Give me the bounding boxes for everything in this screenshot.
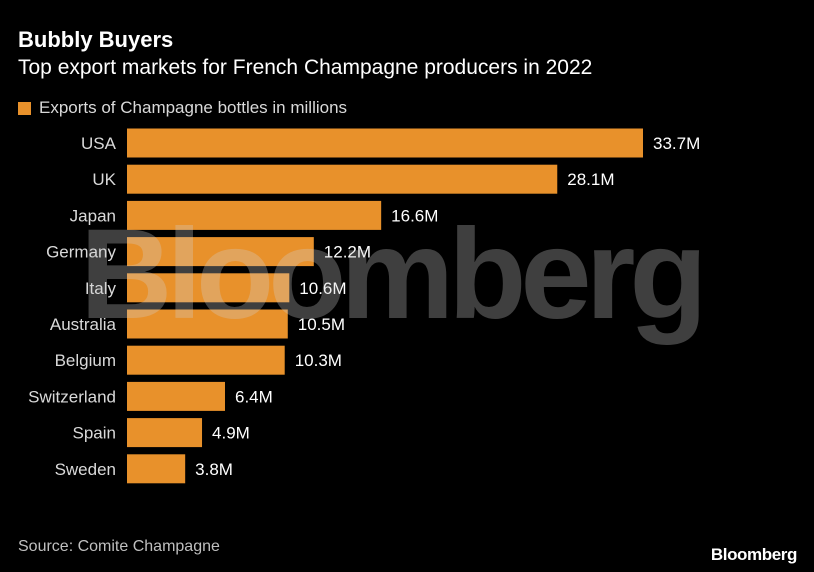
bar [127,200,382,230]
value-label: 10.5M [298,315,345,334]
legend-swatch [18,101,31,115]
category-label: Switzerland [28,387,116,406]
value-label: 4.9M [212,424,250,443]
bar [127,128,643,158]
value-label: 3.8M [195,460,233,479]
category-label: Italy [85,279,117,298]
bar [127,418,203,448]
category-label: Germany [46,243,116,262]
bar [127,345,285,375]
chart-title: Bubbly Buyers [18,27,174,52]
bar [127,273,290,303]
legend-label: Exports of Champagne bottles in millions [39,98,348,117]
category-label: Australia [50,315,117,334]
category-label: USA [81,134,117,153]
bar [127,381,225,411]
legend: Exports of Champagne bottles in millions [18,97,347,119]
category-label: Spain [73,424,116,443]
value-label: 33.7M [653,134,700,153]
source-note: Source: Comite Champagne [18,538,220,555]
bar [127,237,314,267]
value-label: 12.2M [324,243,371,262]
bloomberg-logo: Bloomberg [710,545,798,564]
bar [127,309,288,339]
value-label: 6.4M [235,387,273,406]
category-label: Belgium [55,351,116,370]
category-label: UK [92,170,116,189]
value-label: 16.6M [391,206,438,225]
chart-subtitle: Top export markets for French Champagne … [18,56,593,79]
bar [127,454,186,484]
category-label: Sweden [55,460,116,479]
category-label: Japan [70,206,116,225]
bar [127,164,558,194]
value-label: 10.3M [295,351,342,370]
value-label: 10.6M [299,279,346,298]
value-label: 28.1M [567,170,614,189]
